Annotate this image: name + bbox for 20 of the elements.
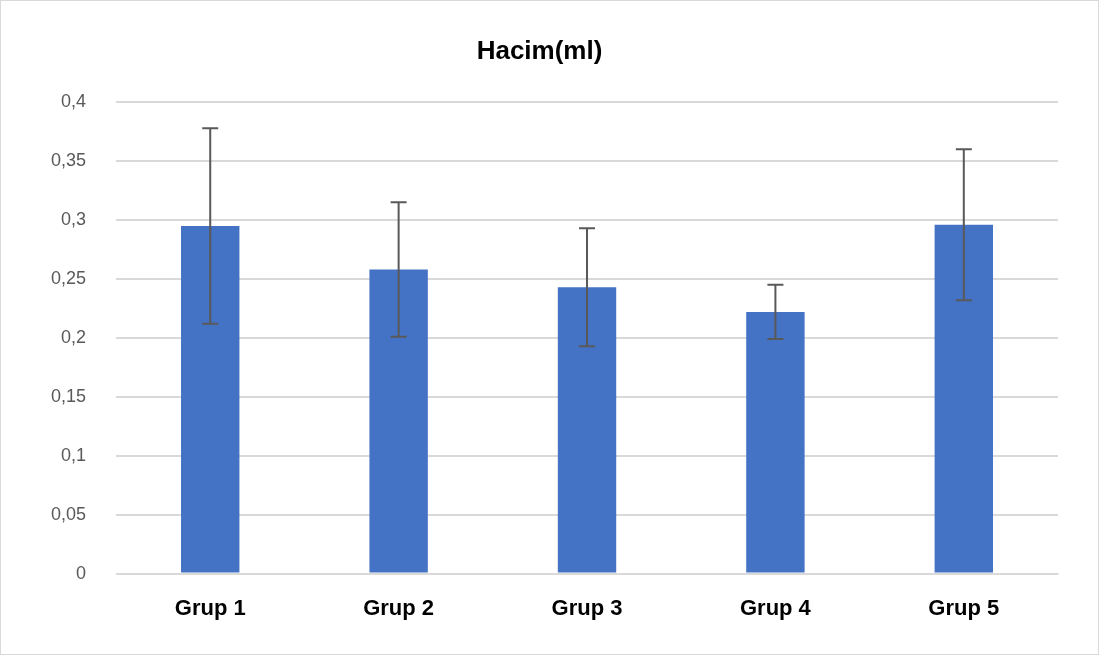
y-tick-label: 0,4 xyxy=(61,91,87,112)
y-tick-label: 0,15 xyxy=(50,385,87,406)
bar xyxy=(557,287,617,573)
bar xyxy=(934,224,993,573)
bar xyxy=(181,225,240,573)
y-tick-label: 0,2 xyxy=(61,326,87,347)
y-tick-label: 0,05 xyxy=(50,503,87,524)
chart-title: Hacim(ml) xyxy=(476,34,603,65)
x-tick-label: Grup 5 xyxy=(928,594,1000,620)
x-tick-label: Grup 4 xyxy=(739,594,812,620)
y-tick-label: 0 xyxy=(76,562,87,583)
x-tick-label: Grup 1 xyxy=(174,594,246,620)
x-tick-label: Grup 2 xyxy=(363,594,435,620)
bar xyxy=(746,311,805,573)
x-tick-label: Grup 3 xyxy=(551,594,623,620)
y-tick-label: 0,25 xyxy=(50,267,87,288)
y-tick-label: 0,35 xyxy=(50,150,87,171)
y-tick-label: 0,1 xyxy=(61,444,87,465)
y-tick-label: 0,3 xyxy=(61,209,87,230)
bar xyxy=(369,269,428,573)
